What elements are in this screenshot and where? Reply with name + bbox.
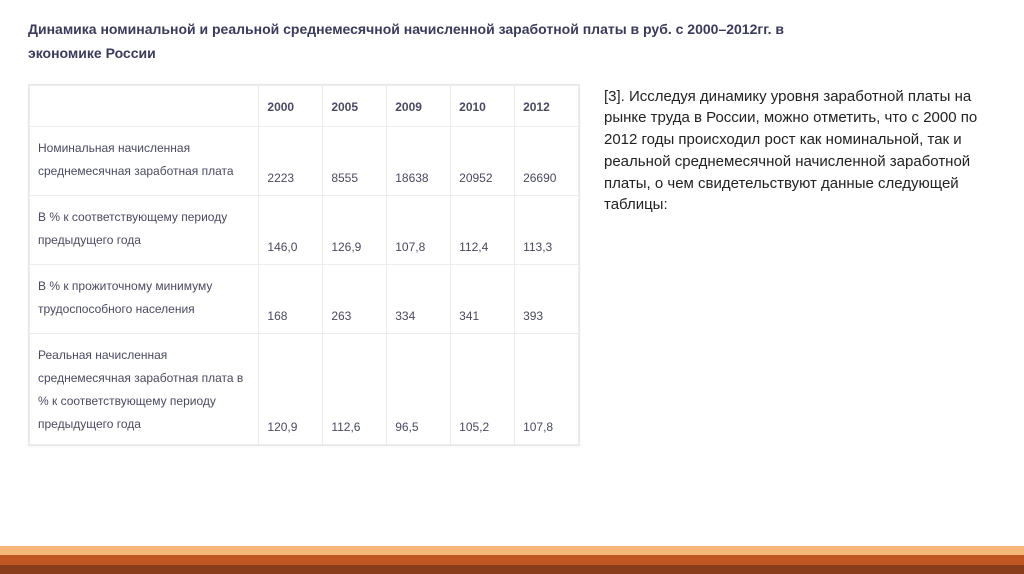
table-cell: 18638 [387,127,451,196]
row-label: Номинальная начисленная среднемесячная з… [30,127,259,196]
table-header-empty [30,85,259,127]
table-cell: 107,8 [387,196,451,265]
wage-dynamics-table: 2000 2005 2009 2010 2012 Номинальная нач… [29,85,579,446]
table-row: В % к прожиточному минимуму трудоспособн… [30,265,579,334]
data-table-container: 2000 2005 2009 2010 2012 Номинальная нач… [28,84,580,447]
table-header-year: 2005 [323,85,387,127]
table-header-year: 2000 [259,85,323,127]
footer-bar-dark [0,565,1024,574]
table-cell: 113,3 [515,196,579,265]
table-header-row: 2000 2005 2009 2010 2012 [30,85,579,127]
table-cell: 26690 [515,127,579,196]
commentary-text: [3]. Исследуя динамику уровня заработной… [604,84,996,217]
table-cell: 112,6 [323,334,387,445]
table-cell: 120,9 [259,334,323,445]
table-cell: 341 [451,265,515,334]
table-header-year: 2010 [451,85,515,127]
table-cell: 20952 [451,127,515,196]
table-cell: 263 [323,265,387,334]
table-header-year: 2009 [387,85,451,127]
table-cell: 105,2 [451,334,515,445]
table-cell: 146,0 [259,196,323,265]
footer-bar-light [0,546,1024,555]
table-cell: 334 [387,265,451,334]
table-cell: 96,5 [387,334,451,445]
table-cell: 168 [259,265,323,334]
table-cell: 2223 [259,127,323,196]
two-column-layout: 2000 2005 2009 2010 2012 Номинальная нач… [28,84,996,447]
table-header-year: 2012 [515,85,579,127]
table-cell: 126,9 [323,196,387,265]
row-label: В % к соответствующему периоду предыдуще… [30,196,259,265]
row-label: В % к прожиточному минимуму трудоспособн… [30,265,259,334]
decorative-footer-bars [0,546,1024,574]
footer-bar-mid [0,555,1024,565]
row-label: Реальная начисленная среднемесячная зара… [30,334,259,445]
table-cell: 112,4 [451,196,515,265]
table-row: Номинальная начисленная среднемесячная з… [30,127,579,196]
table-cell: 393 [515,265,579,334]
table-row: В % к соответствующему периоду предыдуще… [30,196,579,265]
page-title: Динамика номинальной и реальной среднеме… [28,18,788,66]
table-cell: 107,8 [515,334,579,445]
table-row: Реальная начисленная среднемесячная зара… [30,334,579,445]
table-cell: 8555 [323,127,387,196]
